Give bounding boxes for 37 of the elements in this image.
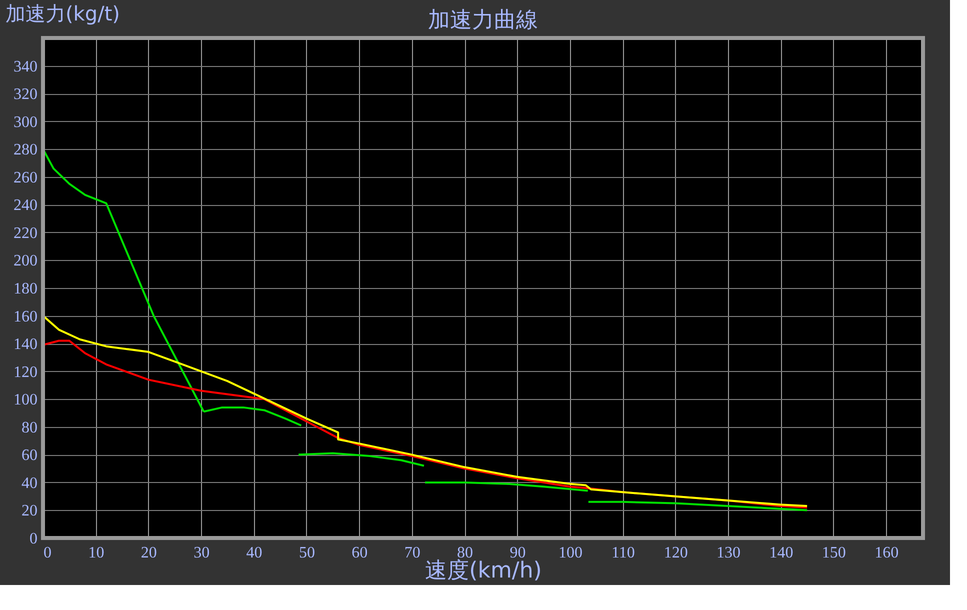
- y-tick-label: 280: [14, 142, 38, 159]
- y-axis-title: 加速力(kg/t): [6, 2, 120, 26]
- chart-title: 加速力曲線: [428, 8, 538, 33]
- x-tick-label: 130: [716, 544, 741, 562]
- y-tick-label: 60: [22, 447, 38, 464]
- x-tick-label: 120: [664, 544, 688, 562]
- x-tick-label: 60: [352, 544, 368, 562]
- x-tick-label: 40: [246, 544, 262, 562]
- y-tick-label: 260: [14, 169, 38, 186]
- x-tick-label: 140: [769, 544, 794, 562]
- x-tick-label: 90: [510, 544, 526, 562]
- x-tick-label: 160: [874, 544, 899, 562]
- y-tick-label: 100: [14, 392, 38, 409]
- x-tick-label: 0: [44, 544, 52, 562]
- x-tick-label: 100: [558, 544, 582, 562]
- x-tick-label: 70: [404, 544, 420, 562]
- y-tick-label: 240: [14, 197, 38, 214]
- y-tick-label: 220: [14, 224, 38, 242]
- y-tick-label: 80: [22, 419, 38, 436]
- y-tick-label: 320: [14, 86, 38, 104]
- y-tick-label: 20: [22, 502, 38, 520]
- y-tick-label: 40: [22, 474, 38, 492]
- y-tick-label: 120: [14, 364, 38, 381]
- x-tick-label: 50: [298, 544, 315, 562]
- x-tick-label: 150: [822, 544, 846, 562]
- x-tick-label: 110: [611, 544, 635, 562]
- y-tick-label: 140: [14, 336, 38, 354]
- x-axis-title: 速度(km/h): [425, 558, 542, 584]
- y-tick-label: 180: [14, 280, 38, 298]
- y-tick-label: 200: [14, 252, 38, 270]
- y-tick-label: 160: [14, 308, 38, 326]
- y-tick-label: 0: [30, 530, 38, 548]
- y-tick-label: 340: [14, 58, 38, 76]
- y-tick-label: 300: [14, 114, 38, 131]
- x-tick-label: 20: [140, 544, 157, 562]
- x-tick-label: 10: [88, 544, 104, 562]
- x-tick-label: 30: [194, 544, 210, 562]
